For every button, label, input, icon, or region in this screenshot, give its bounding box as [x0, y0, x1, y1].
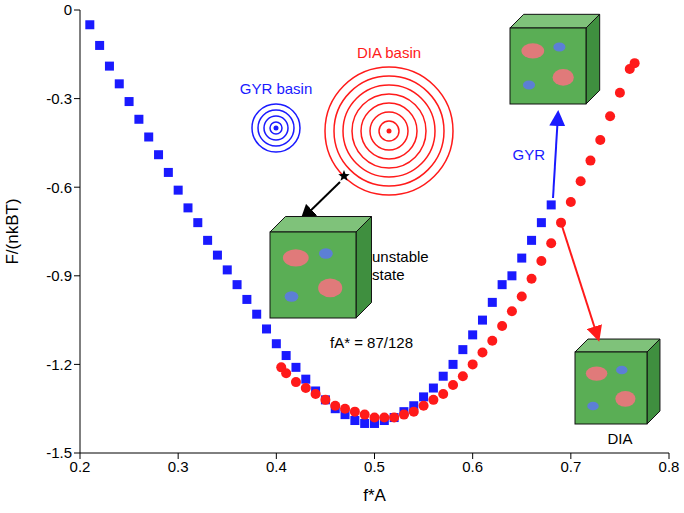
svg-text:0.8: 0.8 [659, 458, 680, 475]
svg-text:-0.3: -0.3 [46, 90, 72, 107]
svg-text:0.2: 0.2 [70, 458, 91, 475]
svg-text:f*A: f*A [363, 486, 386, 505]
svg-text:fA* = 87/128: fA* = 87/128 [330, 334, 413, 351]
svg-text:DIA basin: DIA basin [357, 44, 421, 61]
svg-text:GYR: GYR [512, 146, 545, 163]
svg-text:0.6: 0.6 [462, 458, 483, 475]
svg-text:0.3: 0.3 [168, 458, 189, 475]
svg-text:DIA: DIA [607, 430, 632, 447]
svg-text:-1.5: -1.5 [46, 444, 72, 461]
svg-text:-0.6: -0.6 [46, 179, 72, 196]
svg-text:0: 0 [64, 1, 72, 18]
svg-text:-0.9: -0.9 [46, 267, 72, 284]
svg-text:F/(nkBT): F/(nkBT) [3, 198, 22, 264]
svg-text:unstablestate: unstablestate [372, 248, 429, 283]
svg-text:GYR basin: GYR basin [240, 80, 313, 97]
svg-text:-1.2: -1.2 [46, 356, 72, 373]
svg-text:0.7: 0.7 [560, 458, 581, 475]
svg-text:0.4: 0.4 [266, 458, 287, 475]
svg-text:0.5: 0.5 [364, 458, 385, 475]
